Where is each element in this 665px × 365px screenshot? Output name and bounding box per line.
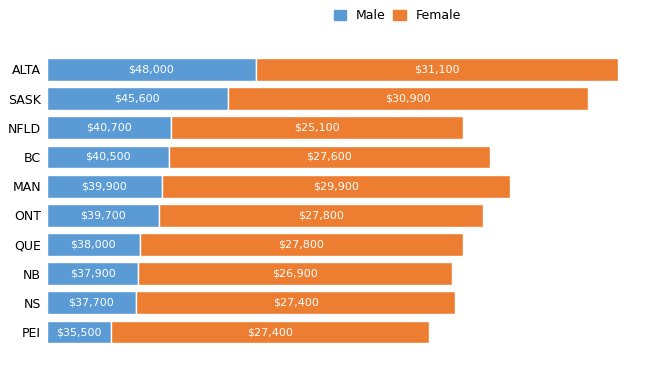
- Bar: [47, 262, 138, 285]
- Text: $27,800: $27,800: [279, 239, 325, 250]
- Text: $45,600: $45,600: [114, 94, 160, 104]
- Bar: [136, 292, 455, 314]
- Text: $48,000: $48,000: [128, 65, 174, 74]
- Bar: [47, 204, 160, 227]
- Text: $30,900: $30,900: [385, 94, 431, 104]
- Bar: [47, 87, 228, 110]
- Text: $27,400: $27,400: [273, 298, 319, 308]
- Bar: [256, 58, 618, 81]
- Text: $27,600: $27,600: [307, 152, 352, 162]
- Bar: [110, 321, 430, 343]
- Bar: [47, 175, 162, 197]
- Text: $26,900: $26,900: [272, 269, 318, 279]
- Text: $38,000: $38,000: [70, 239, 116, 250]
- Bar: [47, 58, 256, 81]
- Legend: Male, Female: Male, Female: [334, 9, 462, 22]
- Text: $40,500: $40,500: [85, 152, 130, 162]
- Bar: [47, 292, 136, 314]
- Bar: [140, 233, 463, 256]
- Bar: [47, 146, 169, 168]
- Text: $37,900: $37,900: [70, 269, 116, 279]
- Bar: [171, 116, 463, 139]
- Bar: [47, 116, 171, 139]
- Text: $37,700: $37,700: [68, 298, 114, 308]
- Bar: [169, 146, 490, 168]
- Text: $39,700: $39,700: [80, 210, 126, 220]
- Bar: [160, 204, 483, 227]
- Text: $25,100: $25,100: [295, 123, 340, 133]
- Text: $27,800: $27,800: [299, 210, 344, 220]
- Bar: [47, 321, 110, 343]
- Bar: [162, 175, 510, 197]
- Bar: [47, 233, 140, 256]
- Text: $27,400: $27,400: [247, 327, 293, 337]
- Text: $31,100: $31,100: [414, 65, 460, 74]
- Bar: [138, 262, 452, 285]
- Text: $39,900: $39,900: [81, 181, 127, 191]
- Text: $29,900: $29,900: [313, 181, 358, 191]
- Text: $35,500: $35,500: [56, 327, 101, 337]
- Text: $40,700: $40,700: [86, 123, 132, 133]
- Bar: [228, 87, 588, 110]
